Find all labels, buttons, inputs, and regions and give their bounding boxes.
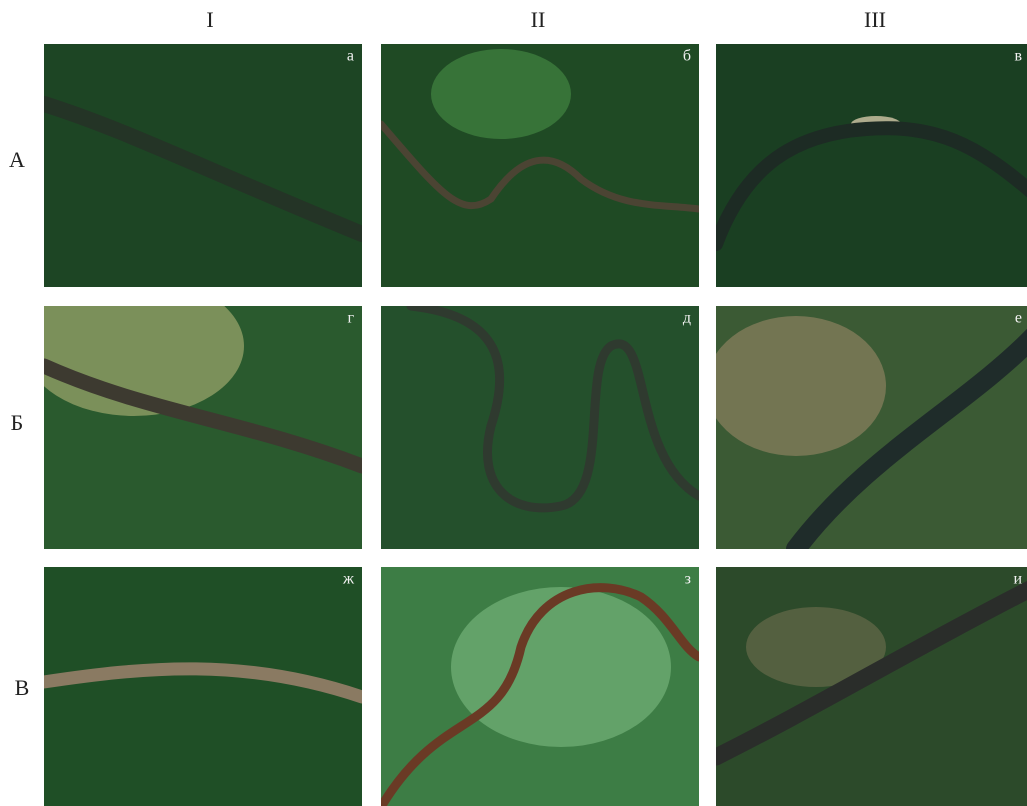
panel [381,567,699,806]
panel-label: д [683,310,691,327]
row-label: Б [11,410,24,435]
terrain-patch [706,316,886,456]
terrain-patch [451,587,671,747]
row-label: А [9,147,25,172]
column-header: III [864,7,886,32]
terrain-patch [431,49,571,139]
figure: IIIIIIАБВабвгдежзи [0,0,1027,806]
panel-label: е [1015,310,1022,327]
panel-label: ж [342,571,355,588]
panel-image [716,567,1027,806]
panel-label: и [1013,571,1022,588]
panel-label: г [347,310,354,327]
column-header: I [206,7,213,32]
panel-label: б [683,48,691,65]
panel [381,44,699,287]
panel [24,276,362,549]
panel-label: з [685,571,691,588]
panel [44,567,362,806]
panel [716,44,1027,287]
row-label: В [15,675,30,700]
panel [706,306,1027,549]
panel [716,567,1027,806]
panel-label: а [347,48,354,65]
panel [381,306,699,549]
column-header: II [531,7,546,32]
panel [44,44,362,287]
panel-label: в [1014,48,1022,65]
